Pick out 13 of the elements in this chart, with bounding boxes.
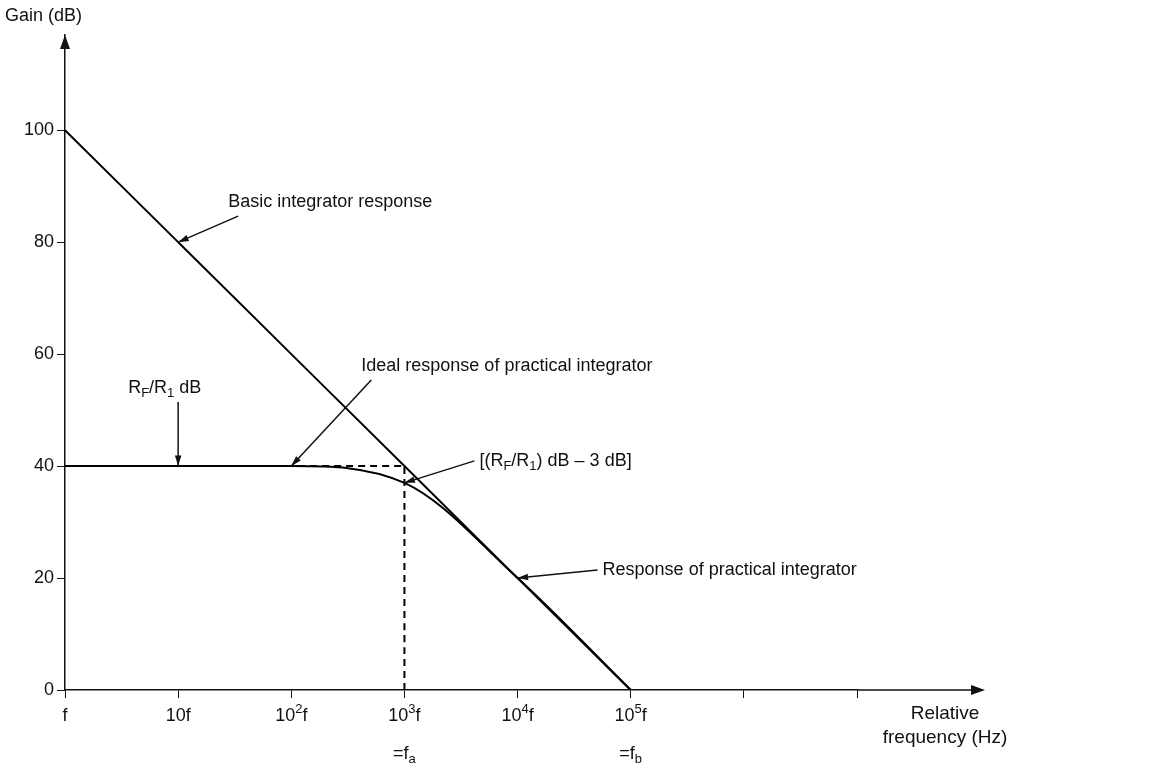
x-tick-label: f	[62, 704, 69, 725]
annotation: Response of practical integrator	[602, 559, 857, 579]
annotation: Ideal response of practical integrator	[361, 355, 653, 376]
y-tick-label: 40	[33, 455, 54, 476]
y-tick-label: 0	[43, 678, 54, 699]
x-tick-label: 10f	[165, 704, 192, 725]
y-tick-label: 100	[23, 119, 54, 140]
y-tick-label: 80	[33, 231, 54, 252]
y-axis-title: Gain (dB)	[5, 4, 83, 25]
x-axis-title: Relative frequency (Hz)	[882, 702, 1008, 748]
y-tick-label: 20	[33, 567, 54, 587]
y-tick-label: 60	[33, 343, 54, 364]
annotation: Basic integrator response	[228, 191, 433, 212]
